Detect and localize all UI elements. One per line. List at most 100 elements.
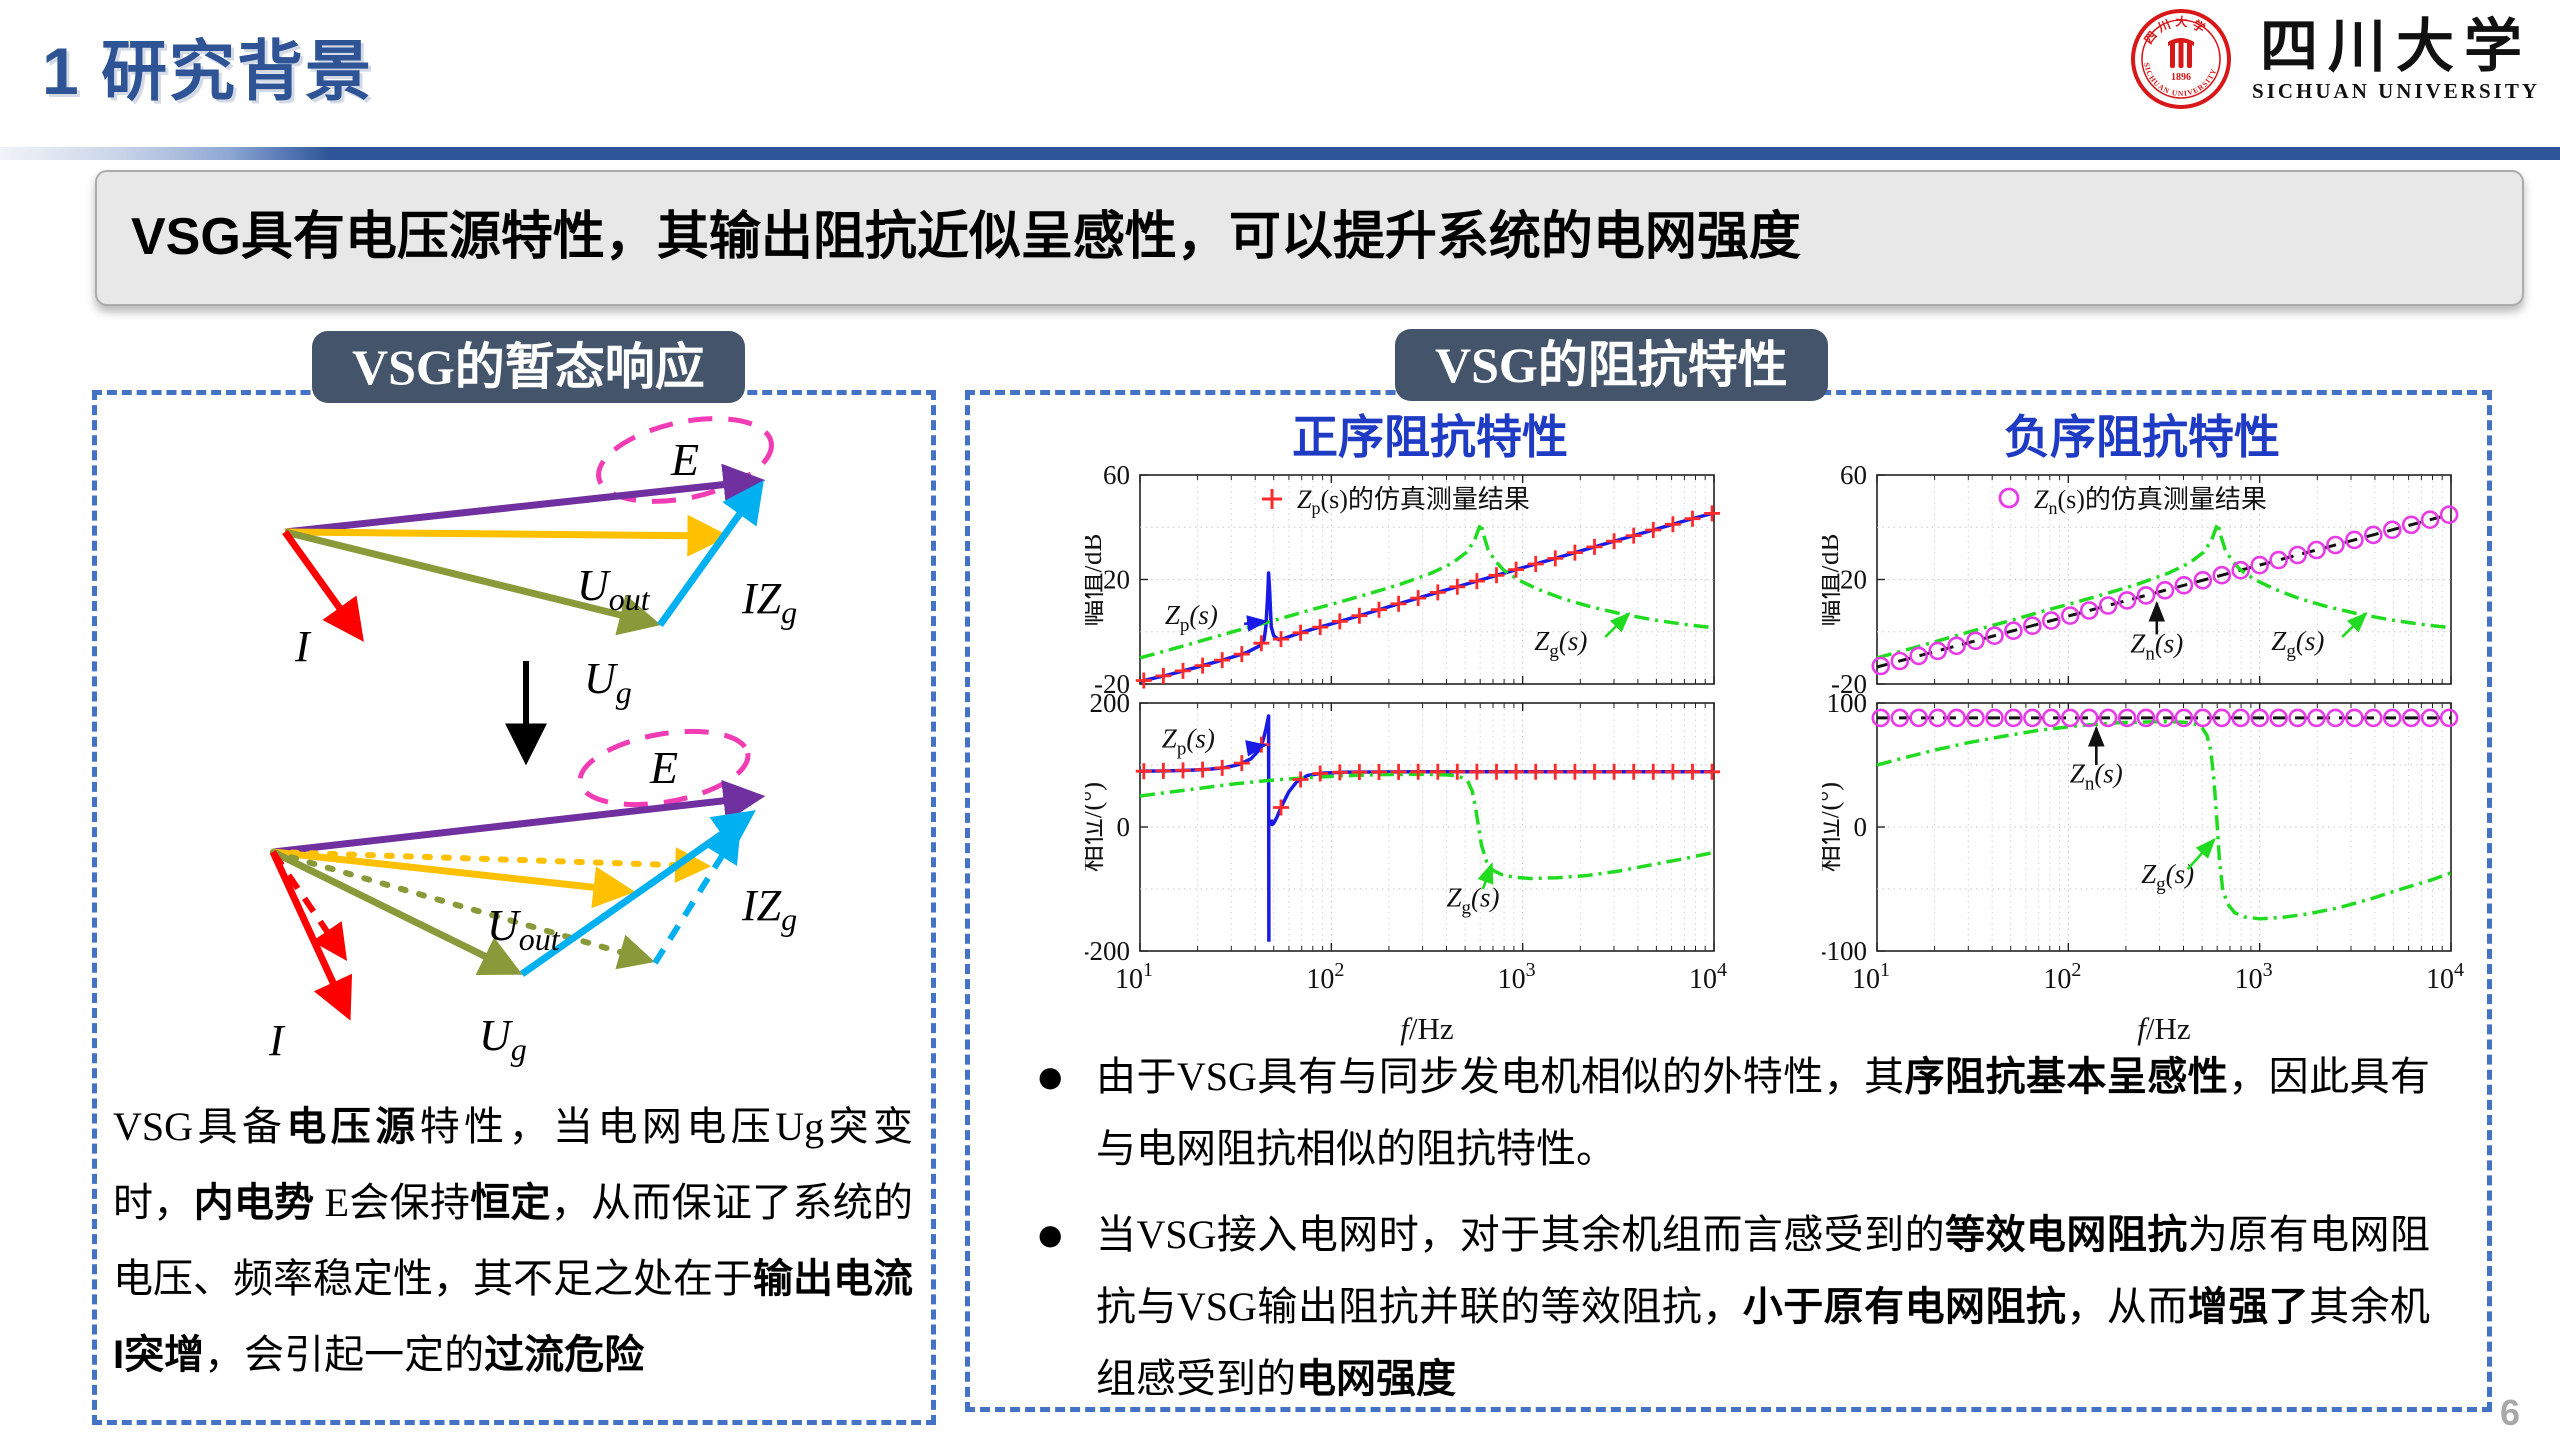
vector-e2 bbox=[272, 779, 766, 856]
y-axis-label: 幅值/dB bbox=[1085, 533, 1107, 626]
measurement-markers bbox=[1135, 505, 1721, 689]
svg-text:20: 20 bbox=[1103, 565, 1130, 595]
curve-label: Zp(s) bbox=[1162, 724, 1215, 760]
label-uout2: Uout bbox=[487, 901, 561, 957]
svg-text:101: 101 bbox=[1852, 959, 1890, 995]
y-axis-label: 幅值/dB bbox=[1822, 533, 1844, 626]
university-logo: 四川大学 SICHUAN UNIVERSITY 1896 四川大学 SICHUA… bbox=[2130, 8, 2540, 110]
vector-i2 bbox=[269, 850, 353, 1021]
svg-text:Zp(s)的仿真测量结果: Zp(s)的仿真测量结果 bbox=[1297, 485, 1530, 518]
vector-izg bbox=[657, 480, 764, 628]
bullet-item: ● 当VSG接入电网时，对于其余机组而言感受到的等效电网阻抗为原有电网阻抗与VS… bbox=[1038, 1199, 2430, 1415]
curve-Zg(s) bbox=[1876, 719, 2452, 921]
curve-label: Zg(s) bbox=[1447, 882, 1500, 918]
page-title: 1 研究背景 bbox=[42, 34, 374, 108]
logo-cn-name: 四川大学 bbox=[2260, 13, 2533, 79]
transient-badge: VSG的暂态响应 bbox=[312, 331, 745, 403]
svg-text:20: 20 bbox=[1840, 565, 1867, 595]
svg-text:104: 104 bbox=[1689, 959, 1727, 995]
curve-Zg(s) bbox=[1139, 521, 1715, 660]
impedance-badge: VSG的阻抗特性 bbox=[1395, 329, 1828, 401]
bullet-dot: ● bbox=[1038, 1060, 1063, 1093]
y-axis-label: 相位/(°) bbox=[1822, 782, 1844, 872]
svg-text:101: 101 bbox=[1115, 959, 1153, 995]
svg-text:102: 102 bbox=[2043, 959, 2081, 995]
label-e: E bbox=[670, 434, 699, 485]
chart-subtitle-positive: 正序阻抗特性 bbox=[1292, 412, 1568, 463]
svg-text:100: 100 bbox=[1827, 688, 1868, 718]
subplot: Zn(s) Zg(s) 100 0 -100 相位/(°) bbox=[1822, 688, 2459, 966]
measurement-markers bbox=[1135, 736, 1721, 816]
vector-group-before: E Uout IZg I Ug bbox=[282, 416, 797, 710]
curve-label: Zn(s) bbox=[2130, 629, 2183, 665]
vector-ug2-old bbox=[270, 849, 655, 970]
svg-text:1896: 1896 bbox=[2171, 72, 2191, 83]
seal-emblem bbox=[2168, 38, 2195, 68]
svg-text:102: 102 bbox=[1306, 959, 1344, 995]
label-izg2: IZg bbox=[741, 881, 797, 937]
curve-label: Zp(s) bbox=[1165, 600, 1218, 636]
vector-diagram: E Uout IZg I Ug E Uout bbox=[268, 416, 797, 1067]
bullet-dot: ● bbox=[1038, 1218, 1063, 1251]
subplot: Zp(s) Zg(s) 60 20 -20 幅值/dB bbox=[1085, 460, 1721, 699]
svg-text:0: 0 bbox=[1117, 812, 1131, 842]
y-axis-label: 相位/(°) bbox=[1085, 782, 1107, 872]
title-underline-bar bbox=[0, 147, 2560, 160]
vector-group-after: E Uout IZg I Ug bbox=[268, 728, 797, 1067]
bullet-text: 当VSG接入电网时，对于其余机组而言感受到的等效电网阻抗为原有电网阻抗与VSG输… bbox=[1096, 1212, 2431, 1401]
svg-text:60: 60 bbox=[1103, 460, 1130, 490]
chart-subtitle-negative: 负序阻抗特性 bbox=[2004, 412, 2280, 463]
x-axis-label: f/Hz bbox=[2137, 1011, 2190, 1046]
curve-label: Zg(s) bbox=[2271, 626, 2324, 662]
measurement-markers bbox=[1871, 708, 2459, 728]
svg-text:Zn(s)的仿真测量结果: Zn(s)的仿真测量结果 bbox=[2034, 485, 2267, 518]
label-izg: IZg bbox=[741, 574, 797, 630]
transient-response-panel: VSG的暂态响应 E Uout IZg I bbox=[92, 331, 936, 1425]
curve-label: Zn(s) bbox=[2070, 758, 2123, 794]
label-uout: Uout bbox=[577, 561, 651, 617]
logo-en-name: SICHUAN UNIVERSITY bbox=[2252, 78, 2540, 103]
vector-uout2-old bbox=[270, 847, 712, 884]
ellipse-e bbox=[596, 416, 774, 504]
svg-text:-20: -20 bbox=[1094, 669, 1130, 699]
svg-text:200: 200 bbox=[1090, 688, 1131, 718]
vector-uout bbox=[284, 514, 730, 557]
vector-e bbox=[284, 463, 766, 536]
legend: Zp(s)的仿真测量结果 bbox=[1262, 485, 1530, 518]
label-e2: E bbox=[649, 742, 678, 793]
curve-Zn(s) bbox=[1876, 512, 2452, 669]
bullet-item: ● 由于VSG具有与同步发电机相似的外特性，其序阻抗基本呈感性，因此具有与电网阻… bbox=[1038, 1041, 2430, 1185]
svg-text:60: 60 bbox=[1840, 460, 1867, 490]
label-ug: Ug bbox=[584, 654, 632, 710]
subplot: Zp(s) Zg(s) 200 0 -200 相位/(°) bbox=[1085, 688, 1721, 966]
svg-text:-100: -100 bbox=[1822, 936, 1867, 966]
bullet-text: 由于VSG具有与同步发电机相似的外特性，其序阻抗基本呈感性，因此具有与电网阻抗相… bbox=[1096, 1054, 2431, 1171]
impedance-panel: VSG的阻抗特性 正序阻抗特性 负序阻抗特性 Zp(s) Zg(s) 60 20 -20… bbox=[965, 329, 2492, 1412]
vector-izg2 bbox=[519, 810, 756, 977]
x-axis-label: f/Hz bbox=[1400, 1011, 1453, 1046]
vector-i2-old bbox=[270, 850, 348, 961]
curve-label: Zg(s) bbox=[2141, 859, 2194, 895]
measurement-markers bbox=[1871, 505, 2459, 676]
curve-label: Zg(s) bbox=[1534, 626, 1587, 662]
label-i: I bbox=[294, 622, 312, 671]
ellipse-e2 bbox=[577, 728, 751, 808]
subplot: Zn(s) Zg(s) 60 20 -20 幅值/dB bbox=[1822, 460, 2459, 699]
logo-seal-icon: 四川大学 SICHUAN UNIVERSITY 1896 bbox=[2131, 9, 2232, 109]
description-text: VSG具备电压源特性，当电网电压Ug突变时，内电势 E会保持恒定，从而保证了系统… bbox=[113, 1104, 914, 1377]
svg-text:-20: -20 bbox=[1831, 669, 1867, 699]
curve-Zp(s) bbox=[1139, 511, 1715, 684]
bode-chart-positive: Zp(s) Zg(s) 60 20 -20 幅值/dB Zp(s) Zg(s) 200 0 -200… bbox=[1085, 460, 1727, 1046]
svg-text:104: 104 bbox=[2426, 959, 2464, 995]
label-i2: I bbox=[268, 1016, 286, 1065]
headline-text: VSG具有电压源特性，其输出阻抗近似呈感性，可以提升系统的电网强度 bbox=[131, 208, 1801, 266]
label-ug2: Ug bbox=[479, 1011, 527, 1067]
svg-text:-200: -200 bbox=[1085, 936, 1130, 966]
bode-chart-negative: Zn(s) Zg(s) 60 20 -20 幅值/dB Zn(s) Zg(s) 100 0 -100… bbox=[1822, 460, 2464, 1046]
svg-text:0: 0 bbox=[1854, 812, 1868, 842]
bullet-list: ● 由于VSG具有与同步发电机相似的外特性，其序阻抗基本呈感性，因此具有与电网阻… bbox=[1038, 1041, 2430, 1429]
svg-text:103: 103 bbox=[1498, 959, 1536, 995]
page-number: 6 bbox=[2500, 1392, 2521, 1433]
curve-Zg(s) bbox=[1876, 521, 2452, 660]
